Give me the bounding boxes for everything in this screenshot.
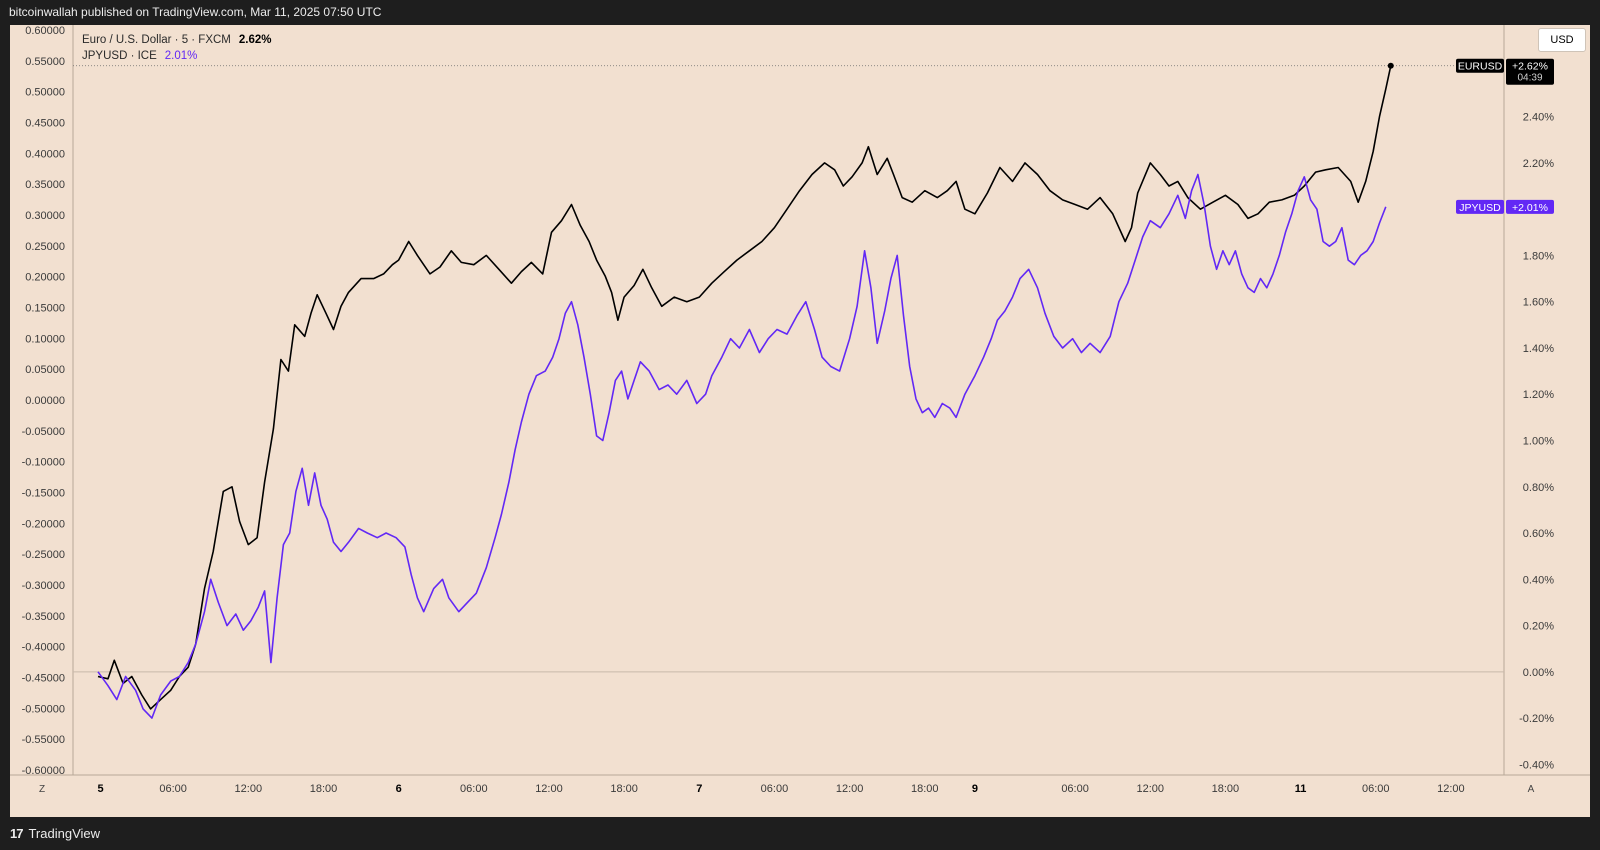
right-tick-label: 0.00% bbox=[1523, 667, 1554, 679]
tradingview-logo[interactable]: 17 TradingView bbox=[10, 826, 100, 841]
time-tick-label: 06:00 bbox=[1061, 783, 1089, 795]
left-tick-label: -0.25000 bbox=[22, 549, 65, 561]
left-tick-label: -0.10000 bbox=[22, 457, 65, 469]
tradingview-logo-icon: 17 bbox=[10, 826, 24, 841]
time-axis: 5 06:00 12:00 18:00 6 06:00 12:00 18:00 7 06:00 12… bbox=[97, 783, 1464, 795]
jpyusd-value-badge-text: +2.01% bbox=[1512, 202, 1548, 214]
right-tick-label: 2.40% bbox=[1523, 112, 1554, 124]
publish-header: bitcoinwallah published on TradingView.c… bbox=[0, 0, 1600, 25]
chart-legend: Euro / U.S. Dollar · 5 · FXCM 2.62% JPYUS… bbox=[82, 32, 272, 64]
left-tick-label: -0.35000 bbox=[22, 611, 65, 623]
right-tick-label: 1.00% bbox=[1523, 436, 1554, 448]
left-tick-label: 0.40000 bbox=[25, 148, 65, 160]
time-tick-label: 12:00 bbox=[1136, 783, 1164, 795]
right-tick-label: 2.20% bbox=[1523, 158, 1554, 170]
left-tick-label: 0.50000 bbox=[25, 87, 65, 99]
left-tick-label: 0.55000 bbox=[25, 56, 65, 68]
jpyusd-name-badge-text: JPYUSD bbox=[1459, 202, 1501, 214]
left-scale-button[interactable]: Z bbox=[38, 784, 46, 795]
time-tick-label: 11 bbox=[1295, 783, 1307, 795]
time-tick-label: 18:00 bbox=[610, 783, 638, 795]
eurusd-name-badge-text: EURUSD bbox=[1458, 61, 1503, 73]
right-tick-label: 1.40% bbox=[1523, 343, 1554, 355]
time-tick-label: 7 bbox=[696, 783, 702, 795]
time-tick-label: 5 bbox=[97, 783, 103, 795]
time-tick-label: 18:00 bbox=[1212, 783, 1240, 795]
chart-frame bbox=[10, 25, 1590, 817]
legend-eurusd-value: 2.62% bbox=[238, 34, 272, 46]
series-lines bbox=[73, 62, 1504, 719]
eurusd-value-badge-text: +2.62% bbox=[1512, 61, 1548, 73]
left-tick-label: 0.10000 bbox=[25, 333, 65, 345]
left-tick-label: -0.60000 bbox=[22, 765, 65, 777]
right-tick-label: 1.80% bbox=[1523, 250, 1554, 262]
series-line-eurusd bbox=[97, 65, 1392, 710]
legend-jpyusd-label: JPYUSD · ICE bbox=[82, 50, 157, 62]
jpyusd-value-badge bbox=[1506, 199, 1554, 214]
left-tick-label: -0.30000 bbox=[22, 580, 65, 592]
left-tick-label: -0.05000 bbox=[22, 426, 65, 438]
right-tick-label: 0.20% bbox=[1523, 621, 1554, 633]
time-tick-label: 12:00 bbox=[535, 783, 563, 795]
series-line-jpyusd bbox=[97, 173, 1387, 719]
legend-eurusd[interactable]: Euro / U.S. Dollar · 5 · FXCM 2.62% bbox=[82, 32, 272, 48]
legend-jpyusd-value: 2.01% bbox=[164, 50, 198, 62]
time-tick-label: 12:00 bbox=[1437, 783, 1465, 795]
time-tick-label: 06:00 bbox=[761, 783, 789, 795]
time-tick-label: 18:00 bbox=[911, 783, 939, 795]
legend-jpyusd[interactable]: JPYUSD · ICE 2.01% bbox=[82, 48, 272, 64]
time-tick-label: 12:00 bbox=[836, 783, 864, 795]
right-tick-label: 1.20% bbox=[1523, 389, 1554, 401]
footer-bar: 17 TradingView bbox=[0, 817, 1600, 850]
eurusd-name-badge bbox=[1456, 58, 1504, 73]
left-tick-label: -0.45000 bbox=[22, 673, 65, 685]
time-tick-label: 9 bbox=[972, 783, 978, 795]
time-tick-label: 12:00 bbox=[235, 783, 263, 795]
eurusd-value-badge bbox=[1506, 58, 1554, 85]
eurusd-countdown: 04:39 bbox=[1517, 73, 1542, 84]
grid-lines bbox=[10, 25, 1590, 776]
time-tick-label: 06:00 bbox=[159, 783, 187, 795]
right-tick-label: -0.40% bbox=[1519, 759, 1554, 771]
auto-scale-button[interactable]: A bbox=[1527, 784, 1535, 795]
price-badges: EURUSD +2.62%04:39 JPYUSD +2.01% bbox=[1456, 58, 1554, 214]
left-tick-label: 0.30000 bbox=[25, 210, 65, 222]
right-tick-label: 0.80% bbox=[1523, 482, 1554, 494]
left-tick-label: 0.45000 bbox=[25, 118, 65, 130]
left-tick-label: 0.20000 bbox=[25, 272, 65, 284]
left-tick-label: -0.40000 bbox=[22, 642, 65, 654]
left-tick-label: 0.15000 bbox=[25, 303, 65, 315]
left-tick-label: 0.25000 bbox=[25, 241, 65, 253]
left-tick-label: -0.20000 bbox=[22, 518, 65, 530]
left-tick-label: -0.15000 bbox=[22, 488, 65, 500]
jpyusd-name-badge bbox=[1456, 199, 1504, 214]
right-tick-label: 1.60% bbox=[1523, 297, 1554, 309]
time-tick-label: 06:00 bbox=[460, 783, 488, 795]
legend-eurusd-label: Euro / U.S. Dollar · 5 · FXCM bbox=[82, 34, 231, 46]
right-tick-label: -0.20% bbox=[1519, 713, 1554, 725]
eurusd-last-point bbox=[1387, 62, 1394, 69]
currency-button[interactable]: USD bbox=[1538, 28, 1586, 52]
publish-text: bitcoinwallah published on TradingView.c… bbox=[9, 5, 382, 19]
time-tick-label: 6 bbox=[396, 783, 402, 795]
left-tick-label: -0.50000 bbox=[22, 703, 65, 715]
time-tick-label: 06:00 bbox=[1362, 783, 1390, 795]
right-tick-label: 0.40% bbox=[1523, 574, 1554, 586]
right-tick-label: 0.60% bbox=[1523, 528, 1554, 540]
left-tick-label: 0.05000 bbox=[25, 364, 65, 376]
left-tick-label: 0.00000 bbox=[25, 395, 65, 407]
tradingview-brand: TradingView bbox=[28, 826, 101, 841]
left-price-axis: 0.60000 0.55000 0.50000 0.45000 0.40000 0.350… bbox=[22, 25, 65, 777]
time-tick-label: 18:00 bbox=[310, 783, 338, 795]
price-chart[interactable]: 0.60000 0.55000 0.50000 0.45000 0.40000 0.350… bbox=[10, 25, 1590, 817]
left-tick-label: 0.35000 bbox=[25, 179, 65, 191]
left-tick-label: -0.55000 bbox=[22, 734, 65, 746]
left-tick-label: 0.60000 bbox=[25, 25, 65, 37]
